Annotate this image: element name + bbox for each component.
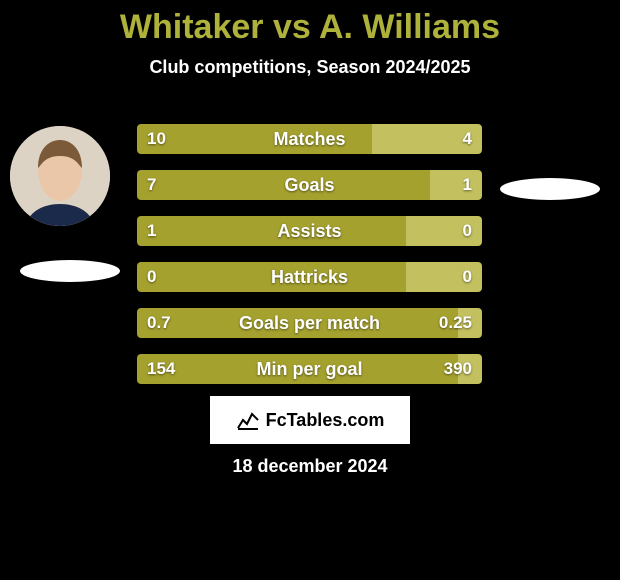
subtitle: Club competitions, Season 2024/2025 (0, 57, 620, 78)
stat-bar-right (406, 216, 482, 246)
title-vs: vs (273, 8, 311, 46)
source-badge-text: FcTables.com (266, 410, 385, 431)
player-photo-placeholder (10, 126, 110, 226)
stat-row: Matches104 (137, 124, 482, 154)
stat-row: Assists10 (137, 216, 482, 246)
source-badge: FcTables.com (210, 396, 410, 444)
chart-line-icon (236, 408, 260, 432)
stat-row: Min per goal154390 (137, 354, 482, 384)
stat-row: Goals71 (137, 170, 482, 200)
stat-bar-left (137, 308, 458, 338)
page-title: Whitaker vs A. Williams (0, 0, 620, 47)
stat-row: Goals per match0.70.25 (137, 308, 482, 338)
date-text: 18 december 2024 (0, 456, 620, 477)
stat-bar-left (137, 216, 406, 246)
player-right-shadow (500, 178, 600, 200)
stat-bar-right (458, 354, 482, 384)
stat-bar-left (137, 170, 430, 200)
stat-bar-left (137, 262, 406, 292)
stat-bar-left (137, 124, 372, 154)
player-left-avatar (10, 126, 110, 226)
stat-bar-left (137, 354, 458, 384)
stat-bar-right (406, 262, 482, 292)
stat-row: Hattricks00 (137, 262, 482, 292)
title-player-right: A. Williams (319, 8, 500, 46)
comparison-bars: Matches104 Goals71 Assists10 Hattricks00 Goa… (137, 124, 482, 400)
title-player-left: Whitaker (120, 8, 264, 46)
stat-bar-right (372, 124, 482, 154)
stat-bar-right (458, 308, 482, 338)
stat-bar-right (430, 170, 482, 200)
player-left-shadow (20, 260, 120, 282)
